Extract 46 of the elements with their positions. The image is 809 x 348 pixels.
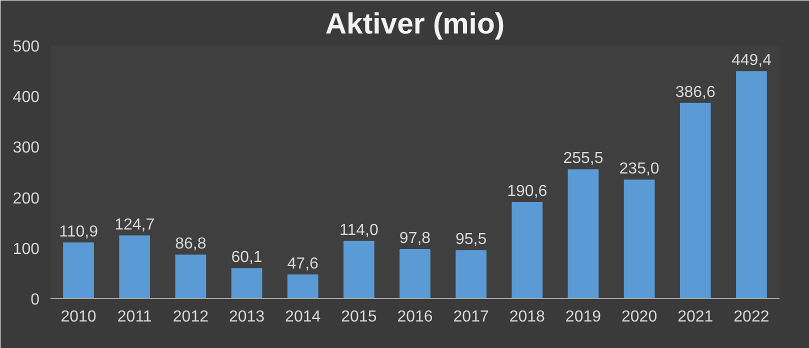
- x-tick-label: 2014: [285, 308, 321, 326]
- x-tick-label: 2019: [565, 308, 602, 326]
- bar: [456, 250, 486, 298]
- bar: [568, 169, 599, 298]
- data-label: 190,6: [507, 183, 548, 200]
- bar: [344, 240, 374, 298]
- data-label: 95,5: [456, 231, 487, 248]
- data-label: 60,1: [231, 249, 262, 266]
- y-tick-label: 200: [12, 190, 40, 208]
- x-tick-label: 2015: [341, 308, 377, 326]
- bar: [400, 249, 430, 298]
- y-tick-label: 300: [12, 140, 40, 157]
- chart-title: Aktiver (mio): [325, 8, 505, 40]
- x-tick-label: 2012: [172, 308, 209, 326]
- y-tick-label: 400: [12, 89, 40, 106]
- bar: [175, 254, 206, 298]
- data-label: 86,8: [175, 236, 206, 253]
- data-label: 255,5: [563, 150, 604, 168]
- data-label: 110,9: [59, 223, 98, 240]
- data-label: 47,6: [287, 255, 319, 272]
- bar: [680, 102, 711, 298]
- x-tick-label: 2021: [678, 308, 714, 326]
- y-tick-label: 500: [12, 38, 40, 56]
- data-label: 235,0: [619, 160, 660, 178]
- x-tick-label: 2010: [60, 308, 96, 326]
- x-tick-label: 2018: [509, 308, 546, 326]
- bar: [736, 71, 767, 298]
- data-label: 449,4: [731, 52, 772, 70]
- y-tick-label: 100: [12, 240, 40, 258]
- x-tick-label: 2016: [397, 308, 433, 326]
- x-tick-label: 2011: [117, 308, 152, 326]
- x-tick-label: 2020: [622, 308, 658, 326]
- bar: [63, 242, 94, 298]
- y-tick-label: 0: [30, 292, 40, 308]
- x-tick-label: 2022: [734, 308, 770, 326]
- bar: [287, 274, 318, 298]
- data-label: 114,0: [339, 222, 378, 239]
- data-label: 97,8: [399, 230, 431, 248]
- x-tick-label: 2017: [453, 308, 489, 326]
- x-tick-label: 2013: [228, 308, 265, 326]
- bar: [512, 202, 543, 298]
- data-label: 124,7: [114, 216, 155, 234]
- data-label: 386,6: [675, 84, 716, 101]
- bar: [624, 180, 655, 298]
- bar: [231, 268, 262, 298]
- bar: [119, 235, 150, 298]
